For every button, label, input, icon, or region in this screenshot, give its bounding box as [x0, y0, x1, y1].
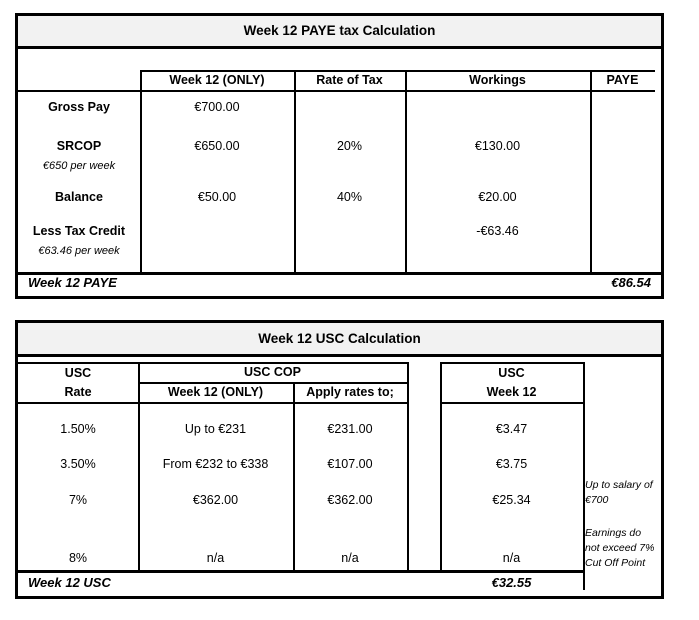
usc-header-rate-line2: Rate	[64, 385, 92, 399]
usc-header-usc-line1: USC	[498, 366, 525, 380]
paye-cell-balance-week12: €50.00	[197, 190, 237, 204]
paye-row-label-srcop: SRCOP	[56, 139, 102, 153]
paye-cell-gross-pay-week12: €700.00	[194, 100, 240, 114]
usc-cell-usc-2: €3.75	[495, 457, 528, 471]
usc-cell-band-4: n/a	[206, 551, 225, 565]
usc-table-title: Week 12 USC Calculation	[18, 323, 661, 357]
paye-cell-less-tax-credit-workings: -€63.46	[476, 224, 519, 238]
usc-cell-apply-3: €362.00	[327, 493, 373, 507]
paye-cell-srcop-rate: 20%	[336, 139, 363, 153]
paye-cell-balance-rate: 40%	[336, 190, 363, 204]
grid-line	[138, 382, 407, 384]
grid-line	[140, 70, 655, 72]
grid-line	[440, 402, 583, 404]
paye-table-title: Week 12 PAYE tax Calculation	[18, 16, 661, 49]
grid-line	[405, 70, 407, 272]
paye-row-label-less-tax-credit: Less Tax Credit	[32, 224, 126, 238]
grid-line	[407, 362, 409, 570]
usc-cell-rate-2: 3.50%	[60, 457, 96, 471]
paye-header-workings: Workings	[469, 73, 526, 87]
paye-cell-srcop-week12: €650.00	[194, 139, 240, 153]
usc-cell-apply-1: €231.00	[327, 422, 373, 436]
paye-cell-srcop-workings: €130.00	[474, 139, 521, 153]
grid-line	[583, 362, 585, 590]
grid-line	[18, 362, 407, 364]
usc-cell-usc-4: n/a	[502, 551, 521, 565]
usc-footer-value: €32.55	[491, 575, 532, 590]
usc-cell-usc-1: €3.47	[495, 422, 528, 436]
usc-cell-band-3: €362.00	[192, 493, 239, 507]
usc-header-apply-rates-to: Apply rates to;	[306, 385, 394, 399]
paye-footer-label: Week 12 PAYE	[28, 275, 117, 290]
usc-cell-rate-1: 1.50%	[60, 422, 96, 436]
usc-cell-band-1: Up to €231	[184, 422, 247, 436]
paye-cell-balance-workings: €20.00	[478, 190, 517, 204]
paye-table: Week 12 PAYE tax Calculation Week 12 (ON…	[15, 13, 664, 299]
usc-header-usc-line2: Week 12	[486, 385, 537, 399]
grid-line	[18, 402, 407, 404]
usc-note-salary-cap: Up to salary of €700	[585, 479, 653, 506]
grid-line	[440, 362, 583, 364]
usc-table: Week 12 USC Calculation USC Rate USC COP…	[15, 320, 664, 599]
grid-line	[138, 362, 140, 570]
paye-row-sublabel-less-tax-credit: €63.46 per week	[38, 245, 120, 257]
grid-line	[590, 70, 592, 272]
grid-line	[294, 70, 296, 272]
paye-header-rate-of-tax: Rate of Tax	[316, 73, 383, 87]
usc-cell-apply-4: n/a	[341, 551, 359, 565]
usc-note-earnings: Earnings do not exceed 7% Cut Off Point	[585, 527, 655, 569]
paye-footer-value: €86.54	[611, 275, 651, 290]
paye-row-label-gross-pay: Gross Pay	[48, 100, 110, 114]
grid-line	[293, 382, 295, 570]
paye-header-paye: PAYE	[606, 73, 639, 87]
paye-header-week12-only: Week 12 (ONLY)	[169, 73, 265, 87]
usc-cell-usc-3: €25.34	[492, 493, 531, 507]
grid-line	[440, 362, 442, 570]
paye-footer-row: Week 12 PAYE €86.54	[18, 272, 661, 290]
paye-row-sublabel-srcop: €650 per week	[42, 160, 116, 172]
usc-footer-label: Week 12 USC	[28, 575, 111, 590]
usc-header-rate-line1: USC	[64, 366, 92, 380]
usc-cell-rate-4: 8%	[68, 551, 88, 565]
paye-row-label-balance: Balance	[55, 190, 103, 204]
grid-line	[18, 90, 655, 92]
usc-header-usc-cop: USC COP	[244, 365, 301, 379]
usc-header-week12-only: Week 12 (ONLY)	[167, 385, 264, 399]
usc-cell-rate-3: 7%	[68, 493, 88, 507]
grid-line	[140, 70, 142, 272]
usc-cell-band-2: From €232 to €338	[162, 457, 269, 471]
usc-cell-apply-2: €107.00	[327, 457, 373, 471]
usc-footer-row: Week 12 USC €32.55	[18, 570, 583, 590]
